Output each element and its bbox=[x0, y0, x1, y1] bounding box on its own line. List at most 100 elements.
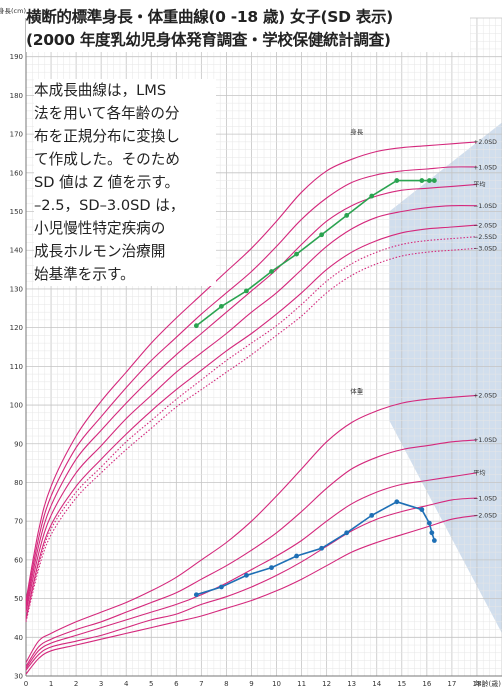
weight-point bbox=[244, 572, 249, 578]
y-tick-label: 40 bbox=[14, 634, 23, 642]
y-tick-label: 160 bbox=[10, 169, 23, 177]
note-line: 始基準を示す。 bbox=[34, 266, 135, 283]
weight-point bbox=[269, 565, 274, 571]
x-tick-label: 12 bbox=[322, 680, 331, 688]
height-curve-label: −3.0SD bbox=[473, 246, 497, 253]
y-axis-label: 身長(cm) bbox=[0, 6, 26, 15]
weight-point bbox=[394, 499, 400, 505]
height-curve bbox=[25, 205, 477, 613]
x-tick-label: 10 bbox=[272, 680, 281, 688]
y-tick-label: 120 bbox=[10, 324, 23, 332]
weight-point bbox=[344, 530, 350, 536]
x-tick-label: 1 bbox=[49, 680, 53, 688]
weight-curve-label: +1.0SD bbox=[473, 437, 497, 444]
height-point bbox=[269, 269, 274, 274]
weight-curve bbox=[25, 472, 477, 669]
height-point bbox=[369, 193, 375, 199]
x-tick-label: 5 bbox=[149, 680, 153, 688]
x-tick-label: 16 bbox=[422, 680, 431, 688]
height-point bbox=[426, 178, 432, 183]
y-tick-label: 30 bbox=[14, 673, 23, 681]
group-label: 体重 bbox=[350, 386, 364, 395]
height-point bbox=[394, 178, 400, 183]
weight-point bbox=[319, 545, 325, 551]
title-line-1: 横断的標準身長・体重曲線(0 -18 歳) 女子(SD 表示) bbox=[26, 8, 393, 26]
x-tick-label: 14 bbox=[372, 680, 381, 688]
y-tick-label: 130 bbox=[10, 285, 23, 293]
y-tick-label: 80 bbox=[14, 479, 23, 487]
note-line: SD 値は Z 値を示す。 bbox=[34, 174, 180, 191]
height-curve bbox=[25, 236, 477, 621]
weight-curve-label: +2.0SD bbox=[473, 393, 497, 400]
height-curve-label: +1.0SD bbox=[473, 164, 497, 171]
chart-note: 本成長曲線は，LMS 法を用いて各年齢の分 布を正規分布に変換し て作成した。そ… bbox=[34, 79, 216, 286]
x-tick-label: 8 bbox=[224, 680, 228, 688]
x-tick-label: 4 bbox=[124, 680, 129, 688]
height-point bbox=[244, 288, 249, 294]
weight-curve bbox=[25, 394, 477, 663]
x-tick-label: 11 bbox=[297, 680, 306, 688]
x-tick-label: 9 bbox=[249, 680, 253, 688]
x-axis-label: 年齢(歳) bbox=[475, 679, 502, 688]
title-line-2: (2000 年度乳幼児身体発育調査・学校保健統計調査) bbox=[26, 31, 391, 49]
note-line: 成長ホルモン治療開 bbox=[34, 243, 166, 260]
weight-point bbox=[219, 584, 224, 590]
height-point bbox=[344, 213, 350, 218]
x-tick-label: 13 bbox=[347, 680, 356, 688]
x-tick-label: 2 bbox=[74, 680, 78, 688]
y-tick-label: 70 bbox=[14, 518, 23, 526]
height-curve-label: −1.0SD bbox=[473, 203, 497, 210]
y-tick-label: 190 bbox=[10, 53, 23, 61]
weight-point bbox=[294, 553, 299, 559]
note-line: て作成した。そのため bbox=[34, 151, 180, 168]
y-tick-label: 110 bbox=[10, 363, 23, 371]
reference-curves bbox=[25, 141, 477, 675]
y-tick-label: 170 bbox=[10, 131, 23, 139]
note-line: 布を正規分布に変換し bbox=[34, 128, 180, 145]
y-tick-label: 90 bbox=[14, 440, 23, 448]
y-tick-label: 180 bbox=[10, 92, 23, 100]
group-label: 身長 bbox=[350, 127, 364, 136]
x-tick-label: 17 bbox=[447, 680, 456, 688]
height-point bbox=[219, 303, 224, 309]
axes: 3040506070809010011012013014015016017018… bbox=[0, 6, 502, 688]
height-point bbox=[419, 178, 425, 183]
height-point bbox=[319, 232, 325, 238]
x-tick-label: 3 bbox=[99, 680, 103, 688]
weight-curve-label: −1.0SD bbox=[473, 495, 497, 502]
y-tick-label: 140 bbox=[10, 247, 23, 255]
weight-curve-label: −2.0SD bbox=[473, 513, 497, 520]
height-curve bbox=[25, 141, 477, 601]
x-tick-label: 6 bbox=[174, 680, 179, 688]
x-tick-label: 18 bbox=[472, 680, 481, 688]
height-curve-label: −2.0SD bbox=[473, 222, 497, 229]
height-point bbox=[193, 323, 199, 329]
y-tick-label: 50 bbox=[14, 595, 23, 603]
height-curve-label: +2.0SD bbox=[473, 139, 497, 146]
chart-title: 横断的標準身長・体重曲線(0 -18 歳) 女子(SD 表示) (2000 年度… bbox=[26, 6, 470, 52]
note-line: 本成長曲線は，LMS bbox=[34, 82, 167, 99]
weight-curve-label: 平均 bbox=[473, 469, 485, 477]
x-tick-label: 15 bbox=[397, 680, 406, 688]
weight-point bbox=[431, 538, 437, 543]
curve-labels: +2.0SD +1.0SD 平均 −1.0SD −2.0SD −2.5SD −3.0SD +2… bbox=[350, 127, 497, 520]
weight-curve bbox=[25, 439, 477, 667]
height-curve bbox=[25, 247, 477, 622]
weight-point bbox=[429, 530, 435, 536]
weight-point bbox=[369, 512, 375, 518]
y-tick-label: 150 bbox=[10, 208, 23, 216]
x-tick-label: 0 bbox=[24, 680, 28, 688]
height-curve-label: 平均 bbox=[473, 181, 485, 189]
weight-curve bbox=[25, 497, 477, 671]
weight-point bbox=[426, 520, 432, 526]
height-curve bbox=[25, 224, 477, 619]
weight-point bbox=[419, 507, 425, 512]
weight-point bbox=[193, 592, 199, 598]
x-tick-label: 7 bbox=[199, 680, 203, 688]
measured-series bbox=[193, 178, 437, 598]
height-curve bbox=[25, 166, 477, 605]
note-line: 小児慢性特定疾病の bbox=[34, 220, 166, 237]
height-point bbox=[294, 251, 299, 257]
note-line: 法を用いて各年齢の分 bbox=[34, 105, 180, 122]
y-tick-label: 60 bbox=[14, 556, 23, 564]
